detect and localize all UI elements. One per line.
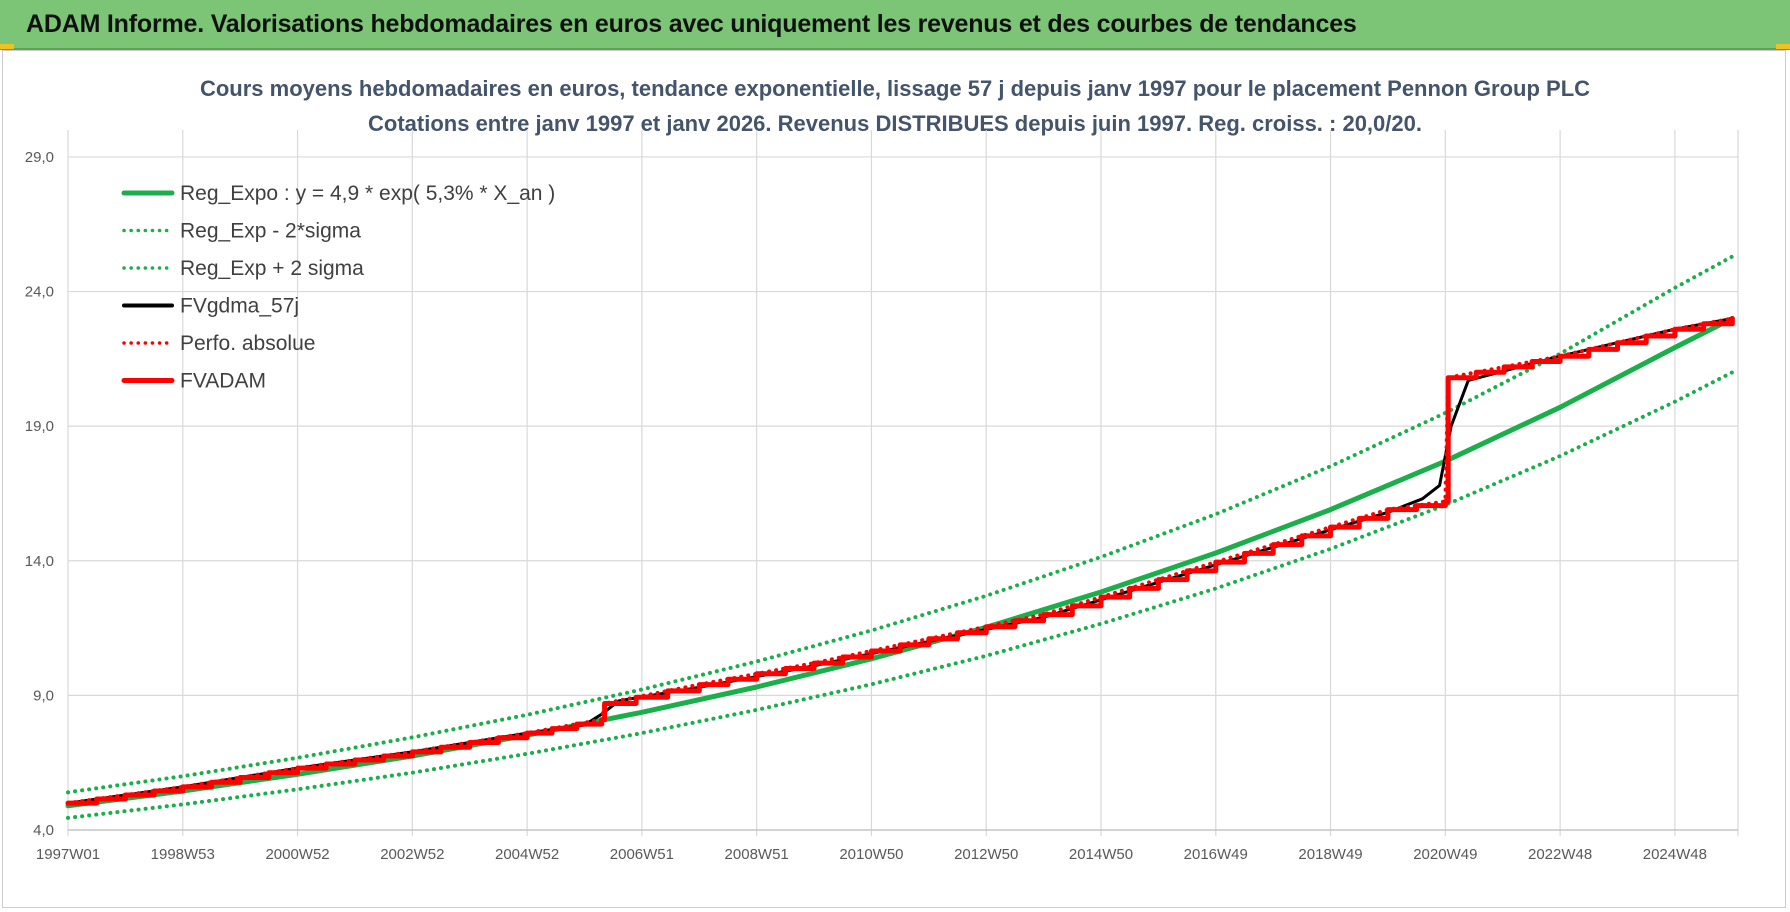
legend-label: Reg_Expo : y = 4,9 * exp( 5,3% * X_an ) xyxy=(180,182,555,205)
x-tick-label: 2008W51 xyxy=(725,846,789,863)
y-tick-label: 29,0 xyxy=(25,149,54,166)
x-tick-label: 2006W51 xyxy=(610,846,674,863)
series-line-1 xyxy=(66,370,1735,820)
x-tick-label: 2018W49 xyxy=(1298,846,1362,863)
legend-label: Perfo. absolue xyxy=(180,332,315,355)
x-tick-label: 2022W48 xyxy=(1528,846,1592,863)
legend-label: FVgdma_57j xyxy=(180,295,299,318)
y-tick-label: 4,0 xyxy=(33,822,54,839)
series-line-5 xyxy=(65,316,1735,806)
corner-marker-left xyxy=(0,44,14,49)
x-tick-label: 2020W49 xyxy=(1413,846,1477,863)
y-tick-label: 9,0 xyxy=(33,687,54,704)
chart-title-line1: Cours moyens hebdomadaires en euros, ten… xyxy=(199,76,1591,101)
x-tick-label: 2014W50 xyxy=(1069,846,1133,863)
y-tick-label: 14,0 xyxy=(25,553,54,570)
x-tick-label: 2002W52 xyxy=(380,846,444,863)
x-tick-label: 2010W50 xyxy=(839,846,903,863)
legend-label: Reg_Exp - 2*sigma xyxy=(180,220,361,243)
series-line-2 xyxy=(66,254,1735,795)
corner-marker-right xyxy=(1776,44,1790,49)
legend-label: Reg_Exp + 2 sigma xyxy=(180,257,364,280)
y-tick-label: 24,0 xyxy=(25,284,54,301)
x-tick-label: 2004W52 xyxy=(495,846,559,863)
x-tick-label: 1998W53 xyxy=(151,846,215,863)
series-line-0 xyxy=(65,316,1735,809)
x-tick-label: 2016W49 xyxy=(1184,846,1248,863)
title-banner: ADAM Informe. Valorisations hebdomadaire… xyxy=(0,0,1790,50)
x-tick-label: 2024W48 xyxy=(1643,846,1707,863)
legend-label: FVADAM xyxy=(180,370,266,393)
x-tick-label: 1997W01 xyxy=(36,846,100,863)
chart-frame xyxy=(2,50,1786,908)
page-title: ADAM Informe. Valorisations hebdomadaire… xyxy=(26,10,1357,38)
x-tick-label: 2012W50 xyxy=(954,846,1018,863)
y-tick-label: 19,0 xyxy=(25,418,54,435)
x-tick-label: 2000W52 xyxy=(265,846,329,863)
chart-title-line2: Cotations entre janv 1997 et janv 2026. … xyxy=(368,111,1422,136)
